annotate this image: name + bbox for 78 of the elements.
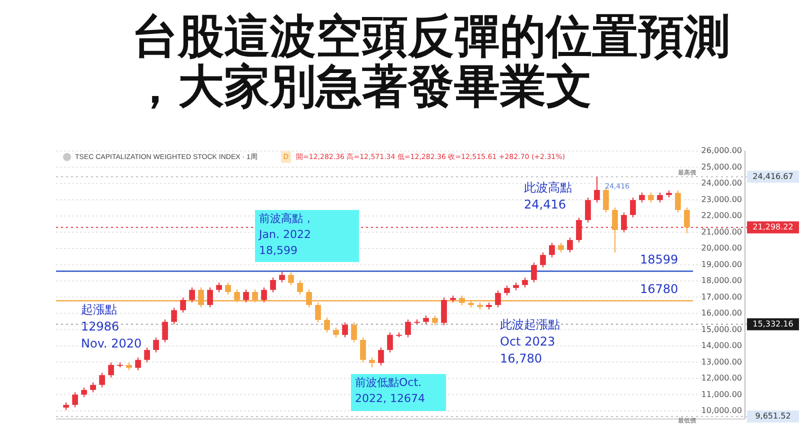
- y-tick-label: 12,000.00: [701, 374, 742, 383]
- candlestick: [270, 277, 276, 293]
- candlestick: [684, 207, 690, 234]
- y-tick-label: 26,000.00: [701, 146, 742, 156]
- ref-line-label: 9,651.52: [755, 412, 791, 421]
- candlestick: [585, 197, 591, 223]
- annotation: 前波低點Oct. 2022, 12674: [355, 376, 425, 406]
- candlestick: [162, 318, 168, 343]
- candlestick: [72, 392, 78, 408]
- candlestick: [639, 192, 645, 203]
- y-tick-label: 20,000.00: [701, 244, 742, 253]
- candlestick: [351, 322, 357, 343]
- candlestick: [297, 280, 303, 295]
- candlestick: [675, 190, 681, 213]
- candlestick: [225, 282, 231, 295]
- candlestick: [405, 318, 411, 338]
- annotation: 此波高點 24,416: [524, 180, 572, 212]
- y-tick-label: 13,000.00: [701, 357, 742, 366]
- candlestick: [360, 336, 366, 363]
- candlestick: [261, 286, 267, 303]
- candlestick: [135, 356, 141, 371]
- candlestick: [108, 362, 114, 378]
- candlestick: [612, 207, 618, 254]
- y-tick-label: 18,000.00: [701, 276, 742, 286]
- candlestick: [630, 197, 636, 218]
- ref-line-label: 18599: [640, 252, 678, 266]
- ref-line-label: 24,416.67: [752, 172, 794, 181]
- y-tick-label: 23,000.00: [701, 194, 742, 204]
- candlestick: [522, 277, 528, 288]
- candlestick: [567, 237, 573, 253]
- candlestick: [558, 242, 564, 253]
- candlestick: [216, 282, 222, 293]
- y-tick-label: 11,000.00: [701, 390, 742, 399]
- y-tick-label: 21,000.00: [701, 227, 742, 236]
- candlestick: [207, 286, 213, 308]
- candlestick: [171, 307, 177, 325]
- y-tick-label: 22,000.00: [701, 211, 742, 220]
- candlestick: [594, 176, 600, 203]
- candlestick: [369, 356, 375, 368]
- y-tick-label: 14,000.00: [701, 341, 742, 350]
- candlestick: [531, 262, 537, 283]
- candlestick: [99, 372, 105, 388]
- candlestick: [288, 272, 294, 286]
- candlestick: [243, 289, 249, 303]
- candlestick: [333, 327, 339, 338]
- y-tick-label: 16,000.00: [701, 308, 742, 318]
- y-tick-label: 24,000.00: [701, 178, 742, 188]
- candlestick: [81, 386, 87, 398]
- annotation: 此波起漲點 Oct 2023 16,780: [500, 317, 560, 366]
- candlestick: [495, 290, 501, 308]
- candlestick: [279, 270, 285, 283]
- ref-line-label: 21,298.22: [752, 222, 794, 232]
- y-tick-label: 19,000.00: [701, 260, 742, 269]
- candlestick: [441, 297, 447, 326]
- candlestick: [432, 315, 438, 326]
- candlestick: [342, 322, 348, 338]
- candlestick: [324, 316, 330, 333]
- y-tick-label: 10,000.00: [701, 406, 742, 416]
- annotation: 起漲點 12986 Nov. 2020: [81, 302, 142, 350]
- candlestick: [90, 382, 96, 393]
- y-tick-label: 25,000.00: [701, 162, 742, 172]
- candlestick: [549, 242, 555, 258]
- candlestick: [387, 332, 393, 353]
- chart-title: 台股這波空頭反彈的位置預測，大家別急著發畢業文: [132, 9, 730, 113]
- candlestick: [504, 284, 510, 296]
- candlestick: [153, 336, 159, 353]
- candlestick: [378, 347, 384, 366]
- y-tick-label: 15,000.00: [701, 324, 742, 334]
- candlestick: [189, 286, 195, 303]
- candlestick: [657, 192, 663, 203]
- candlestick: [144, 347, 150, 363]
- annotation: 前波高點， Jan. 2022 18,599: [258, 212, 314, 258]
- candlestick: [180, 297, 186, 314]
- candlestick: [540, 252, 546, 268]
- candlestick: [648, 192, 654, 203]
- ref-line-label: 16780: [640, 282, 678, 296]
- y-tick-label: 17,000.00: [701, 292, 742, 302]
- ref-line-label: 15,332.16: [752, 319, 794, 328]
